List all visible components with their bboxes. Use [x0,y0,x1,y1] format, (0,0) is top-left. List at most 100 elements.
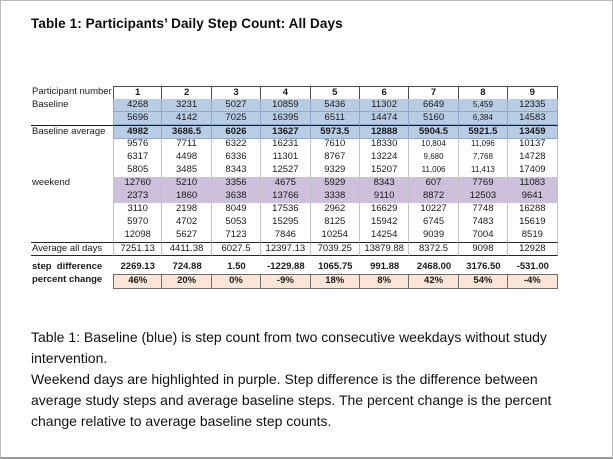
step-table-stats: step difference 2269.13 724.88 1.50 -1229.88… [31,261,558,289]
table-cell: 12397.13 [261,242,311,256]
table-cell: 4 [261,86,311,100]
table-cell: 1860 [162,190,212,203]
row-label [31,112,113,125]
table-cell: 17409 [508,164,558,177]
table-cell: 3338 [310,190,360,203]
table-row: Baseline average 4982 3686.5 6026 13627 5973.… [31,125,558,139]
table-cell: 14583 [508,112,558,125]
table-cell: 14728 [508,151,558,164]
table-cell: 5053 [212,216,262,229]
table-cell: 5,459 [458,99,509,112]
table-row: 5805 3485 8343 12527 9329 15207 11,006 11,413 17… [31,164,558,177]
table-cell: 9,680 [409,151,459,164]
table-cell: 12760 [113,177,163,190]
table-cell: 7483 [459,216,509,229]
table-cell: 2269.13 [120,261,155,272]
table-cell: 3110 [113,203,163,216]
table-cell: 6027.5 [211,242,262,256]
table-cell: 2198 [162,203,212,216]
table-cell: -1229.88 [267,261,305,272]
row-label: Average all days [31,242,113,256]
table-cell: 13224 [360,151,410,164]
table-row: weekend 12760 5210 3356 4675 5929 8343 607 7769 1… [31,177,558,190]
table-cell: 14474 [359,112,410,125]
table-cell: 12928 [508,242,558,256]
table-cell: 13766 [261,190,311,203]
table-cell: 5160 [409,112,459,125]
table-cell: 7123 [212,229,262,242]
table-cell: 1065.75 [318,261,353,272]
table-cell: 6649 [409,99,459,112]
table-cell: 4142 [162,112,212,125]
table-cell: 13627 [261,125,311,139]
table-cell: 46% [113,274,163,289]
table-cell: 6026 [211,125,262,139]
table-cell: 2962 [311,203,360,216]
table-row: 12098 5627 7123 7846 10254 14254 9039 7004 8519 [31,229,558,242]
row-label: weekend [32,177,71,188]
table-row: 2373 1860 3638 13766 3338 9110 8872 12503 9641 [31,190,558,203]
table-cell: 17536 [261,203,311,216]
row-label [31,203,113,216]
table-cell: 8343 [212,164,262,177]
table-cell: 16629 [360,203,410,216]
table-cell: 3686.5 [162,125,212,139]
table-cell: 7251.13 [113,242,163,256]
table-row: Baseline 4268 3231 5027 10859 5436 11302 6649 5,… [31,99,558,112]
table-cell: 4498 [162,151,212,164]
table-cell: 8343 [359,177,410,190]
table-cell: 5210 [162,177,212,190]
table-cell: 12888 [359,125,410,139]
table-cell: 5027 [211,99,262,112]
table-cell: 6,384 [458,112,509,125]
table-cell: 7,768 [459,151,509,164]
table-cell: 15207 [360,164,410,177]
table-cell: 15295 [261,216,311,229]
table-cell: 15942 [360,216,410,229]
row-label [31,151,113,164]
table-cell: 4982 [113,125,163,139]
table-cell: 9329 [311,164,360,177]
table-cell: 6322 [212,138,262,151]
table-cell: 5805 [113,164,163,177]
table-cell: 1 [113,86,163,100]
table-cell: 9 [508,86,558,100]
step-table: Participant number 1 2 3 4 5 6 7 8 9 Baseline 4268 3… [31,86,558,289]
table-cell: 15619 [508,216,558,229]
row-label [31,164,113,177]
row-label [31,190,113,203]
table-cell: 10137 [508,138,558,151]
table-cell: 16288 [508,203,558,216]
table-cell: 7748 [459,203,509,216]
table-cell: 10,804 [409,138,459,151]
percent-change-row: percent change 46% 20% 0% -9% 18% 8% 42% 54% -4% [31,274,558,289]
table-cell: 3176.50 [466,261,501,272]
table-cell: 11,413 [459,164,509,177]
table-cell: 9110 [359,190,410,203]
table-cell: 3356 [211,177,262,190]
table-cell: 11301 [261,151,311,164]
table-cell: 10859 [261,99,311,112]
table-cell: 0% [211,274,262,289]
table-cell: 13459 [508,125,558,139]
table-cell: 54% [458,274,509,289]
table-caption: Table 1: Baseline (blue) is step count f… [31,327,576,432]
table-cell: 9098 [458,242,509,256]
table-cell: 607 [409,177,459,190]
table-cell: 9641 [508,190,558,203]
table-cell: 8 [458,86,509,100]
table-cell: 5696 [113,112,163,125]
table-cell: 7025 [211,112,262,125]
row-label: step difference [32,261,103,272]
row-label: Participant number [32,86,112,97]
table-cell: 2468.00 [416,261,452,272]
table-cell: 11,096 [459,138,509,151]
table-cell: 5973.5 [310,125,360,139]
table-cell: 7711 [162,138,212,151]
table-cell: 18330 [360,138,410,151]
table-cell: 11,006 [409,164,459,177]
table-cell: 1.50 [227,261,246,272]
table-cell: 12098 [113,229,163,242]
table-cell: 14254 [360,229,410,242]
